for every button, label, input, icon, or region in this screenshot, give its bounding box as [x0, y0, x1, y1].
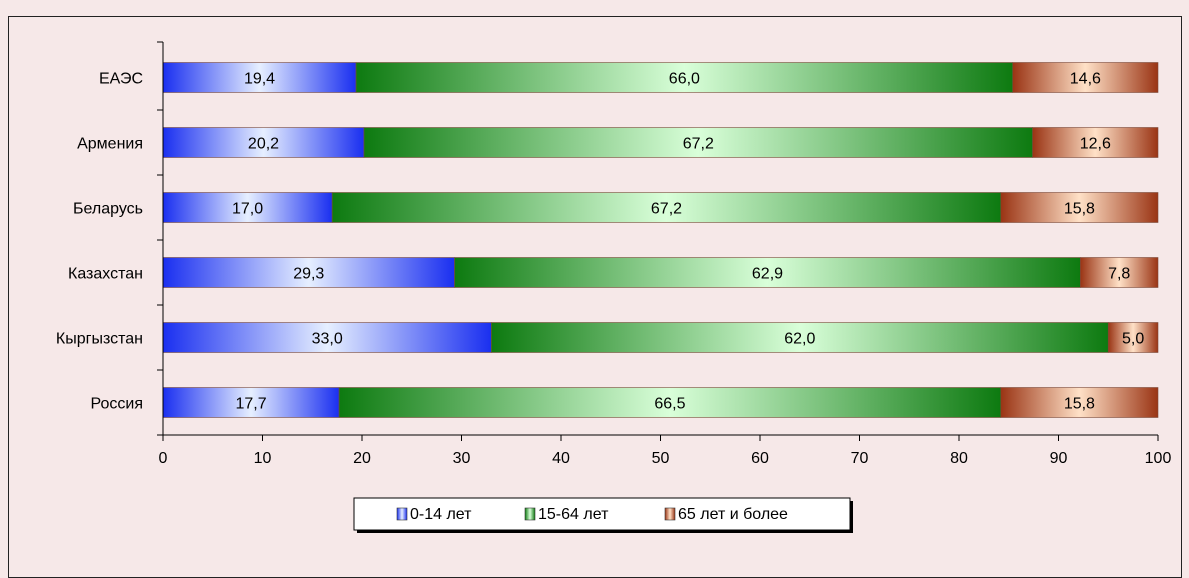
data-label: 5,0	[1122, 331, 1144, 348]
x-tick-label: 80	[950, 450, 968, 467]
bar-segment	[162, 127, 365, 158]
data-label: 17,0	[232, 201, 263, 218]
bar-segment	[162, 322, 492, 353]
x-tick-label: 20	[353, 450, 371, 467]
data-label: 7,8	[1108, 266, 1130, 283]
x-tick-label: 50	[652, 450, 670, 467]
data-label: 33,0	[312, 331, 343, 348]
x-tick-label: 0	[159, 450, 168, 467]
data-label: 19,4	[244, 71, 275, 88]
bars-group: 19,4 66,0 14,6 20,2 67,2 12,6 17,0 67,2 15,8 29,3…	[162, 62, 1159, 418]
bar-segment	[363, 127, 1033, 158]
x-tick-label: 30	[453, 450, 471, 467]
bar-segment	[162, 387, 340, 418]
bar-segment	[1107, 322, 1159, 353]
bar-segment	[1000, 387, 1159, 418]
stacked-bar-chart: 19,4 66,0 14,6 20,2 67,2 12,6 17,0 67,2 15,8 29,3…	[56, 41, 1172, 533]
data-label: 67,2	[651, 201, 682, 218]
category-label: Армения	[77, 136, 143, 153]
legend-swatch	[396, 507, 408, 521]
x-tick-label: 100	[1145, 450, 1172, 467]
data-label: 15,8	[1064, 201, 1095, 218]
bar-segment	[355, 62, 1014, 93]
legend-label: 65 лет и более	[678, 506, 788, 523]
data-label: 66,5	[654, 396, 685, 413]
legend-label: 0-14 лет	[410, 506, 472, 523]
category-label: Беларусь	[73, 201, 143, 218]
x-tick-label: 10	[254, 450, 272, 467]
bar-segment	[1012, 62, 1159, 93]
bar-segment	[331, 192, 1002, 223]
bar-segment	[491, 322, 1109, 353]
category-label: Казахстан	[68, 266, 143, 283]
legend-label: 15-64 лет	[538, 506, 609, 523]
data-label: 29,3	[293, 266, 324, 283]
x-tick-label: 70	[851, 450, 869, 467]
data-label: 14,6	[1070, 71, 1101, 88]
bar-segment	[1080, 257, 1159, 288]
bar-segment	[162, 62, 357, 93]
x-tick-label: 60	[751, 450, 769, 467]
bar-segment	[1000, 192, 1159, 223]
bar-segment	[1032, 127, 1159, 158]
legend-swatch	[664, 507, 676, 521]
data-label: 15,8	[1064, 396, 1095, 413]
bar-segment	[454, 257, 1081, 288]
axes-group: ЕАЭС Армения Беларусь Казахстан Кыргызстан Ро…	[56, 41, 1172, 467]
bar-segment	[338, 387, 1002, 418]
category-label: Россия	[91, 396, 143, 413]
data-label: 62,0	[784, 331, 815, 348]
category-label: Кыргызстан	[56, 331, 143, 348]
data-label: 62,9	[752, 266, 783, 283]
chart-frame	[8, 16, 1182, 578]
data-label: 12,6	[1080, 136, 1111, 153]
category-label: ЕАЭС	[99, 71, 143, 88]
legend-swatch	[524, 507, 536, 521]
data-label: 20,2	[248, 136, 279, 153]
data-label: 66,0	[669, 71, 700, 88]
x-tick-label: 90	[1050, 450, 1068, 467]
legend-box	[353, 497, 851, 531]
legend: 0-14 лет 15-64 лет 65 лет и более	[353, 497, 853, 533]
data-label: 17,7	[235, 396, 266, 413]
x-tick-label: 40	[552, 450, 570, 467]
data-label: 67,2	[683, 136, 714, 153]
